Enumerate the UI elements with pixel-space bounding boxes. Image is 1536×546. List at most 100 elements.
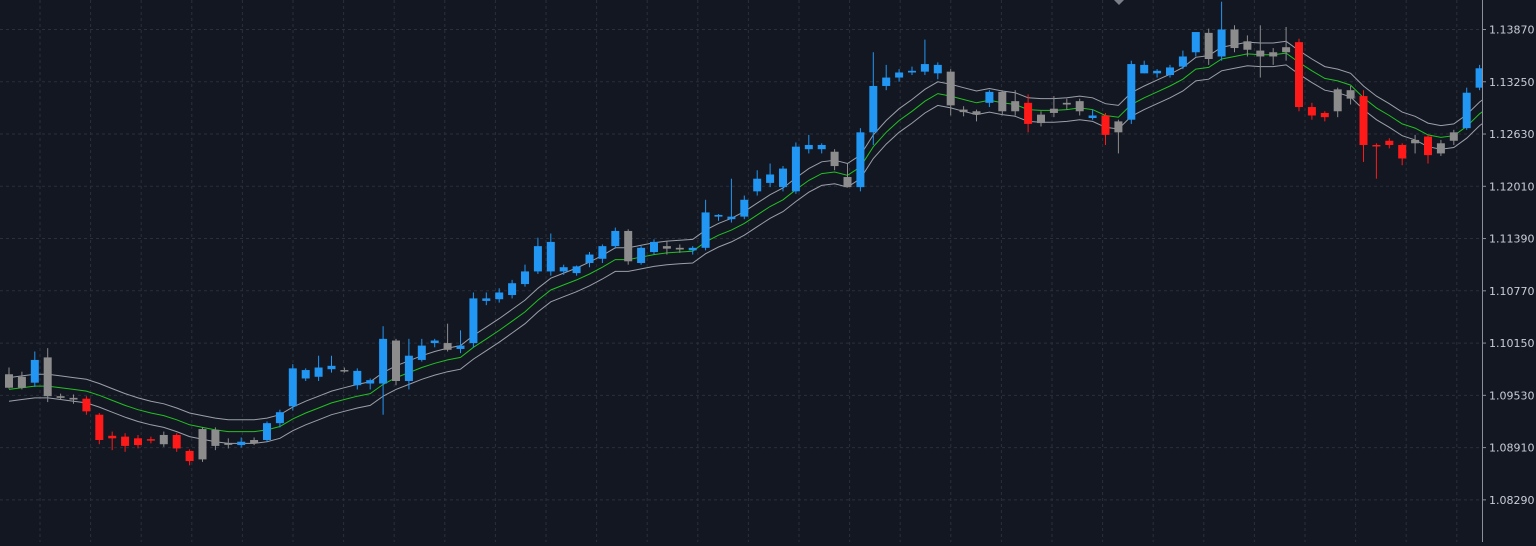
candle[interactable] (108, 431, 117, 451)
candle[interactable] (753, 170, 762, 196)
candle[interactable] (1295, 38, 1303, 112)
candle[interactable] (379, 326, 388, 415)
candle[interactable] (598, 244, 607, 263)
candle[interactable] (1256, 25, 1265, 78)
candle[interactable] (662, 241, 671, 255)
candle[interactable] (1127, 60, 1136, 124)
candle[interactable] (1320, 111, 1329, 122)
candle[interactable] (650, 239, 658, 255)
candle[interactable] (211, 427, 220, 451)
candle[interactable] (172, 433, 181, 452)
candle[interactable] (611, 227, 620, 249)
candle[interactable] (688, 246, 697, 255)
candle[interactable] (908, 66, 916, 76)
candle[interactable] (1333, 87, 1342, 118)
candle[interactable] (572, 265, 581, 276)
candle[interactable] (972, 109, 981, 122)
candle[interactable] (43, 348, 52, 403)
candle[interactable] (1037, 111, 1045, 127)
candle[interactable] (134, 434, 142, 449)
candle[interactable] (559, 264, 568, 275)
candle[interactable] (69, 394, 78, 404)
candle[interactable] (30, 351, 39, 387)
candle[interactable] (327, 355, 336, 373)
candle[interactable] (727, 178, 736, 223)
candle[interactable] (701, 199, 710, 251)
candle[interactable] (1411, 134, 1420, 154)
candle[interactable] (275, 409, 284, 428)
candle[interactable] (314, 355, 323, 382)
candle[interactable] (637, 246, 646, 265)
candle[interactable] (392, 338, 400, 386)
candle[interactable] (843, 163, 852, 188)
candle[interactable] (830, 149, 839, 171)
candle[interactable] (740, 195, 749, 220)
candle[interactable] (1049, 96, 1058, 118)
candle[interactable] (1153, 69, 1162, 78)
candle[interactable] (443, 323, 452, 352)
candle[interactable] (920, 39, 929, 76)
candle[interactable] (533, 237, 542, 274)
candle[interactable] (495, 288, 504, 303)
candle[interactable] (779, 166, 787, 192)
candle[interactable] (159, 431, 168, 447)
candle[interactable] (985, 90, 994, 108)
candles[interactable] (5, 1, 1536, 466)
candle[interactable] (430, 338, 439, 348)
candle[interactable] (237, 437, 246, 448)
candle[interactable] (353, 368, 362, 390)
candle[interactable] (933, 62, 942, 80)
candle[interactable] (791, 142, 800, 194)
candle[interactable] (1114, 119, 1123, 154)
candle[interactable] (146, 436, 155, 444)
candle[interactable] (508, 279, 517, 299)
candle[interactable] (224, 438, 233, 449)
candle[interactable] (714, 214, 723, 221)
candle[interactable] (1449, 129, 1458, 145)
candle[interactable] (456, 330, 465, 354)
candle[interactable] (946, 69, 955, 116)
candle[interactable] (1140, 60, 1149, 74)
candle[interactable] (856, 128, 865, 192)
candle[interactable] (1243, 35, 1252, 57)
candle[interactable] (404, 338, 413, 390)
candle[interactable] (198, 427, 207, 462)
candle[interactable] (817, 143, 826, 154)
candle[interactable] (263, 421, 271, 442)
candle[interactable] (1436, 139, 1445, 156)
candle[interactable] (869, 52, 878, 145)
candle[interactable] (417, 338, 426, 362)
candle[interactable] (301, 368, 310, 382)
candle[interactable] (959, 106, 968, 117)
candle[interactable] (1307, 102, 1316, 120)
candle[interactable] (95, 413, 104, 445)
candle[interactable] (804, 134, 813, 154)
candle[interactable] (546, 233, 555, 276)
candle[interactable] (1101, 112, 1110, 145)
candle[interactable] (121, 433, 130, 452)
candle[interactable] (882, 64, 891, 91)
candle[interactable] (1191, 32, 1200, 57)
candle[interactable] (1024, 94, 1033, 133)
candle[interactable] (1062, 98, 1071, 110)
candle[interactable] (5, 367, 13, 389)
candle[interactable] (1282, 26, 1291, 61)
candle[interactable] (1011, 90, 1020, 116)
candle[interactable] (521, 264, 529, 287)
candle[interactable] (998, 90, 1007, 116)
candle[interactable] (1166, 64, 1174, 78)
candle[interactable] (185, 449, 194, 466)
candle[interactable] (1346, 85, 1355, 105)
candle[interactable] (1424, 134, 1432, 164)
candle[interactable] (1230, 25, 1239, 53)
candle[interactable] (1385, 138, 1394, 149)
candle[interactable] (366, 378, 375, 390)
candle[interactable] (1269, 48, 1278, 65)
candle[interactable] (895, 69, 904, 82)
candle[interactable] (1178, 50, 1187, 70)
candle[interactable] (624, 229, 633, 265)
candle[interactable] (1204, 28, 1213, 65)
candle[interactable] (585, 252, 594, 268)
